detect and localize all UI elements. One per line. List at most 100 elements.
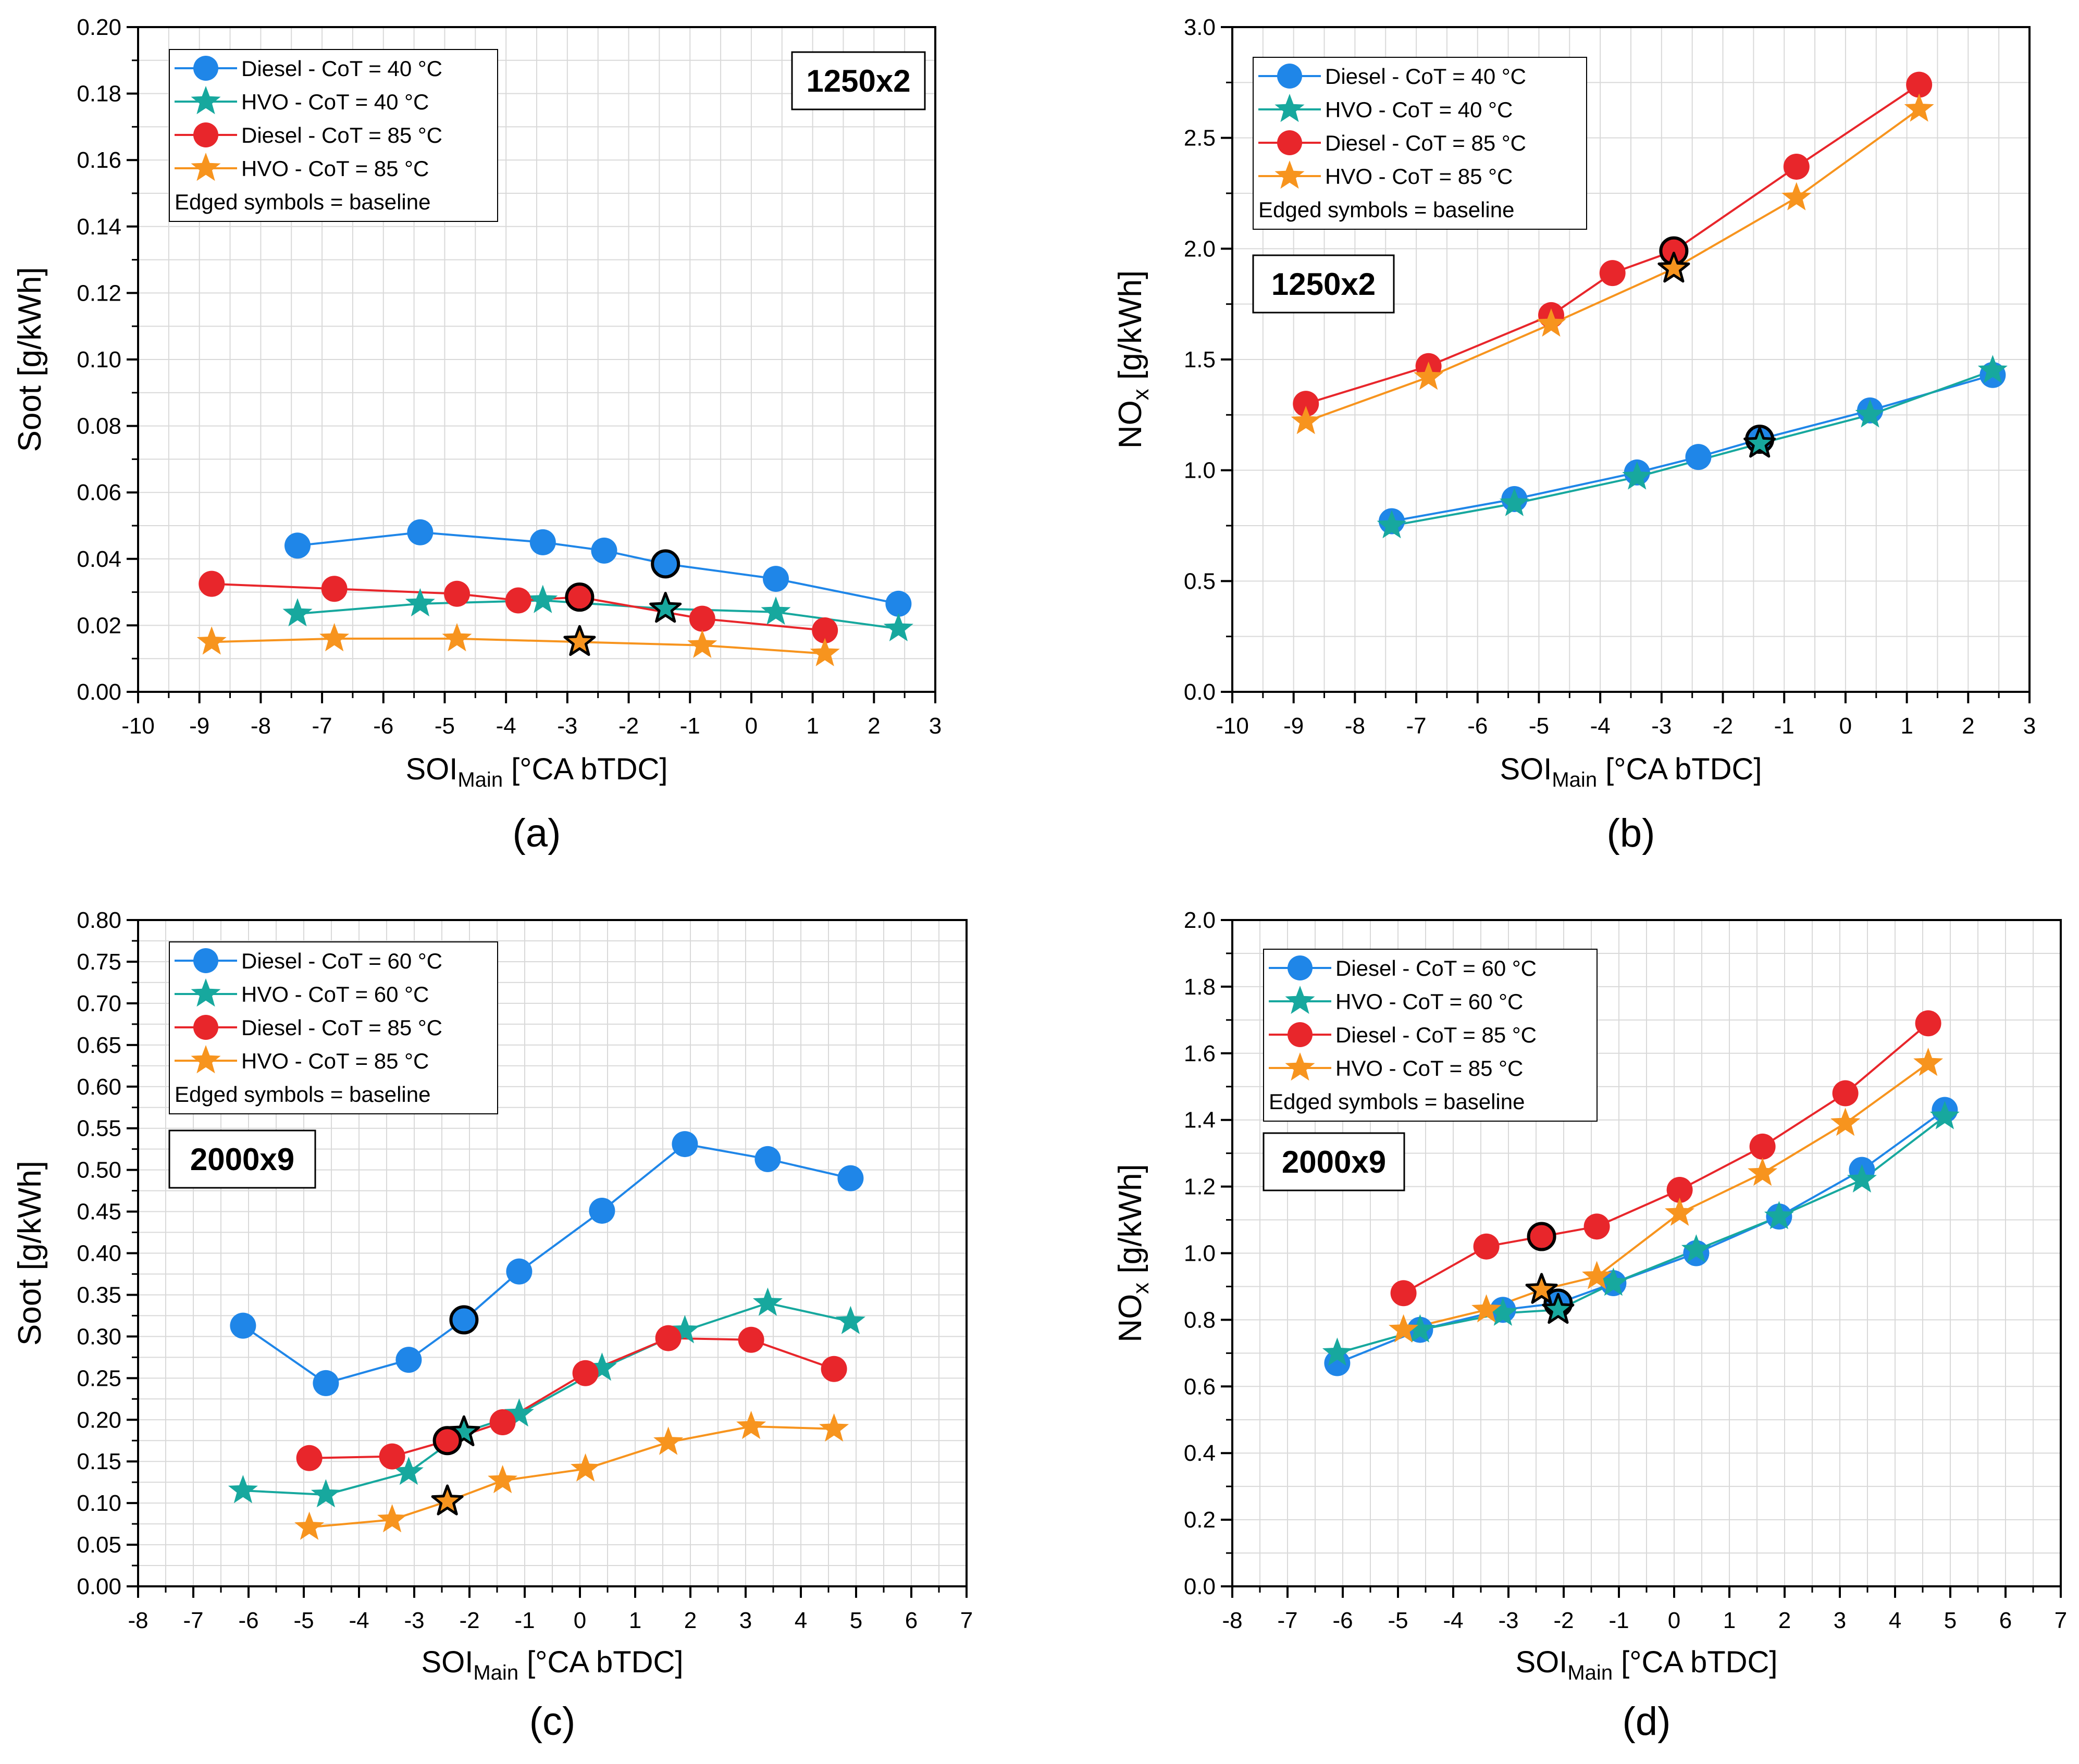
chart-panel-1: -10 -9 -8 -7 -6 -5 -4 -3 -2 -1 0 1 2 30.000.020.040.0… xyxy=(12,15,942,855)
x-tick-label: -5 xyxy=(1388,1608,1408,1633)
data-point xyxy=(1377,510,1407,539)
x-axis-label-unit: [°CA bTDC] xyxy=(503,752,667,786)
y-tick-label: 2.0 xyxy=(1184,236,1216,262)
x-tick-label: 7 xyxy=(960,1608,973,1633)
data-point xyxy=(319,623,350,652)
y-axis-label-sub: x xyxy=(1128,389,1154,400)
data-point xyxy=(1293,391,1319,417)
y-tick-label: 0.10 xyxy=(77,347,121,372)
y-tick-label: 0.0 xyxy=(1184,1574,1216,1599)
legend-marker xyxy=(193,122,218,147)
x-tick-label: -5 xyxy=(293,1608,314,1633)
condition-box-frame xyxy=(791,51,926,110)
data-point xyxy=(199,570,225,597)
x-tick-label: -8 xyxy=(1222,1608,1242,1633)
data-point xyxy=(1665,1197,1695,1226)
legend-marker xyxy=(1285,986,1315,1014)
data-point xyxy=(1542,1293,1575,1324)
data-point xyxy=(1405,1314,1435,1343)
y-tick-label: 0.4 xyxy=(1184,1440,1216,1466)
data-point xyxy=(1322,1337,1352,1366)
data-point xyxy=(1685,444,1712,470)
legend-label: HVO - CoT = 40 °C xyxy=(241,90,429,114)
data-point xyxy=(1414,362,1444,390)
x-tick-label: 0 xyxy=(1668,1608,1680,1633)
y-tick-label: 0.55 xyxy=(77,1116,121,1141)
x-axis-label: SOIMain [°CA bTDC] xyxy=(1500,752,1762,791)
data-point xyxy=(1390,1280,1417,1307)
data-point xyxy=(1913,1047,1944,1076)
x-tick-label: 1 xyxy=(1723,1608,1736,1633)
data-point xyxy=(296,1445,323,1471)
data-point xyxy=(405,588,435,617)
x-tick-label: 1 xyxy=(806,713,819,739)
x-axis-label-main: SOI xyxy=(405,752,457,786)
x-tick-label: 3 xyxy=(1834,1608,1846,1633)
x-tick-label: 5 xyxy=(850,1608,862,1633)
x-tick-label: 2 xyxy=(684,1608,697,1633)
data-point xyxy=(1666,1176,1693,1203)
y-tick-label: 0.80 xyxy=(77,908,121,933)
data-point xyxy=(1904,93,1934,122)
legend-label: Diesel - CoT = 60 °C xyxy=(241,949,442,973)
condition-box: 1250x2 xyxy=(791,51,926,110)
legend-label: Diesel - CoT = 40 °C xyxy=(1325,64,1526,89)
data-point xyxy=(449,1305,479,1335)
condition-box-label: 1250x2 xyxy=(806,64,910,98)
x-tick-label: -3 xyxy=(404,1608,424,1633)
y-tick-label: 1.4 xyxy=(1184,1108,1216,1133)
y-tick-label: 0.20 xyxy=(77,15,121,40)
x-tick-label: -5 xyxy=(1529,713,1549,739)
data-point xyxy=(444,580,470,607)
x-axis-label-unit: [°CA bTDC] xyxy=(518,1645,683,1679)
data-point xyxy=(589,1197,615,1224)
x-tick-label: 4 xyxy=(795,1608,807,1633)
x-axis-label: SOIMain [°CA bTDC] xyxy=(1515,1645,1777,1684)
legend-note: Edged symbols = baseline xyxy=(175,190,430,214)
data-point xyxy=(736,1411,766,1439)
y-tick-label: 0.8 xyxy=(1184,1307,1216,1333)
x-tick-label: -6 xyxy=(1332,1608,1353,1633)
legend-label: Diesel - CoT = 85 °C xyxy=(1335,1023,1537,1047)
y-tick-label: 0.65 xyxy=(77,1033,121,1058)
x-axis-label-sub: Main xyxy=(473,1661,518,1684)
x-axis-label-sub: Main xyxy=(1567,1661,1613,1684)
x-tick-label: -3 xyxy=(557,713,577,739)
data-point xyxy=(687,629,717,658)
x-tick-label: 2 xyxy=(868,713,880,739)
x-axis-label-main: SOI xyxy=(1515,1645,1567,1679)
data-point xyxy=(1583,1213,1610,1240)
data-point xyxy=(1681,1234,1711,1263)
x-tick-label: 5 xyxy=(1944,1608,1957,1633)
y-tick-label: 1.2 xyxy=(1184,1174,1216,1200)
y-axis-label: NOx [g/kWh] xyxy=(1112,270,1154,449)
data-point xyxy=(1830,1108,1861,1136)
data-point xyxy=(1929,1101,1960,1129)
x-axis-label-main: SOI xyxy=(1500,752,1552,786)
data-point xyxy=(670,1315,700,1344)
data-point xyxy=(294,1511,325,1540)
x-tick-label: -4 xyxy=(1590,713,1611,739)
y-tick-label: 0.02 xyxy=(77,613,121,638)
data-point xyxy=(885,590,912,617)
data-point xyxy=(812,617,838,643)
x-axis-label: SOIMain [°CA bTDC] xyxy=(421,1645,683,1684)
series-line xyxy=(1336,1115,1946,1355)
y-axis-label-main: Soot [g/kWh] xyxy=(12,267,48,452)
panel-label: (a) xyxy=(513,811,561,855)
data-point xyxy=(835,1306,865,1334)
data-point xyxy=(379,1443,405,1470)
y-tick-label: 0.12 xyxy=(77,280,121,306)
data-point xyxy=(321,576,348,602)
x-tick-label: -2 xyxy=(618,713,639,739)
legend-label: Diesel - CoT = 60 °C xyxy=(1335,956,1537,980)
data-point xyxy=(311,1479,341,1508)
legend-marker xyxy=(193,56,218,81)
y-tick-label: 3.0 xyxy=(1184,15,1216,40)
x-axis-label-sub: Main xyxy=(1552,768,1597,791)
data-point xyxy=(431,1484,464,1515)
legend-label: HVO - CoT = 85 °C xyxy=(241,1049,429,1073)
data-point xyxy=(1832,1080,1859,1107)
data-point xyxy=(407,519,434,545)
legend-label: Diesel - CoT = 40 °C xyxy=(241,56,442,81)
